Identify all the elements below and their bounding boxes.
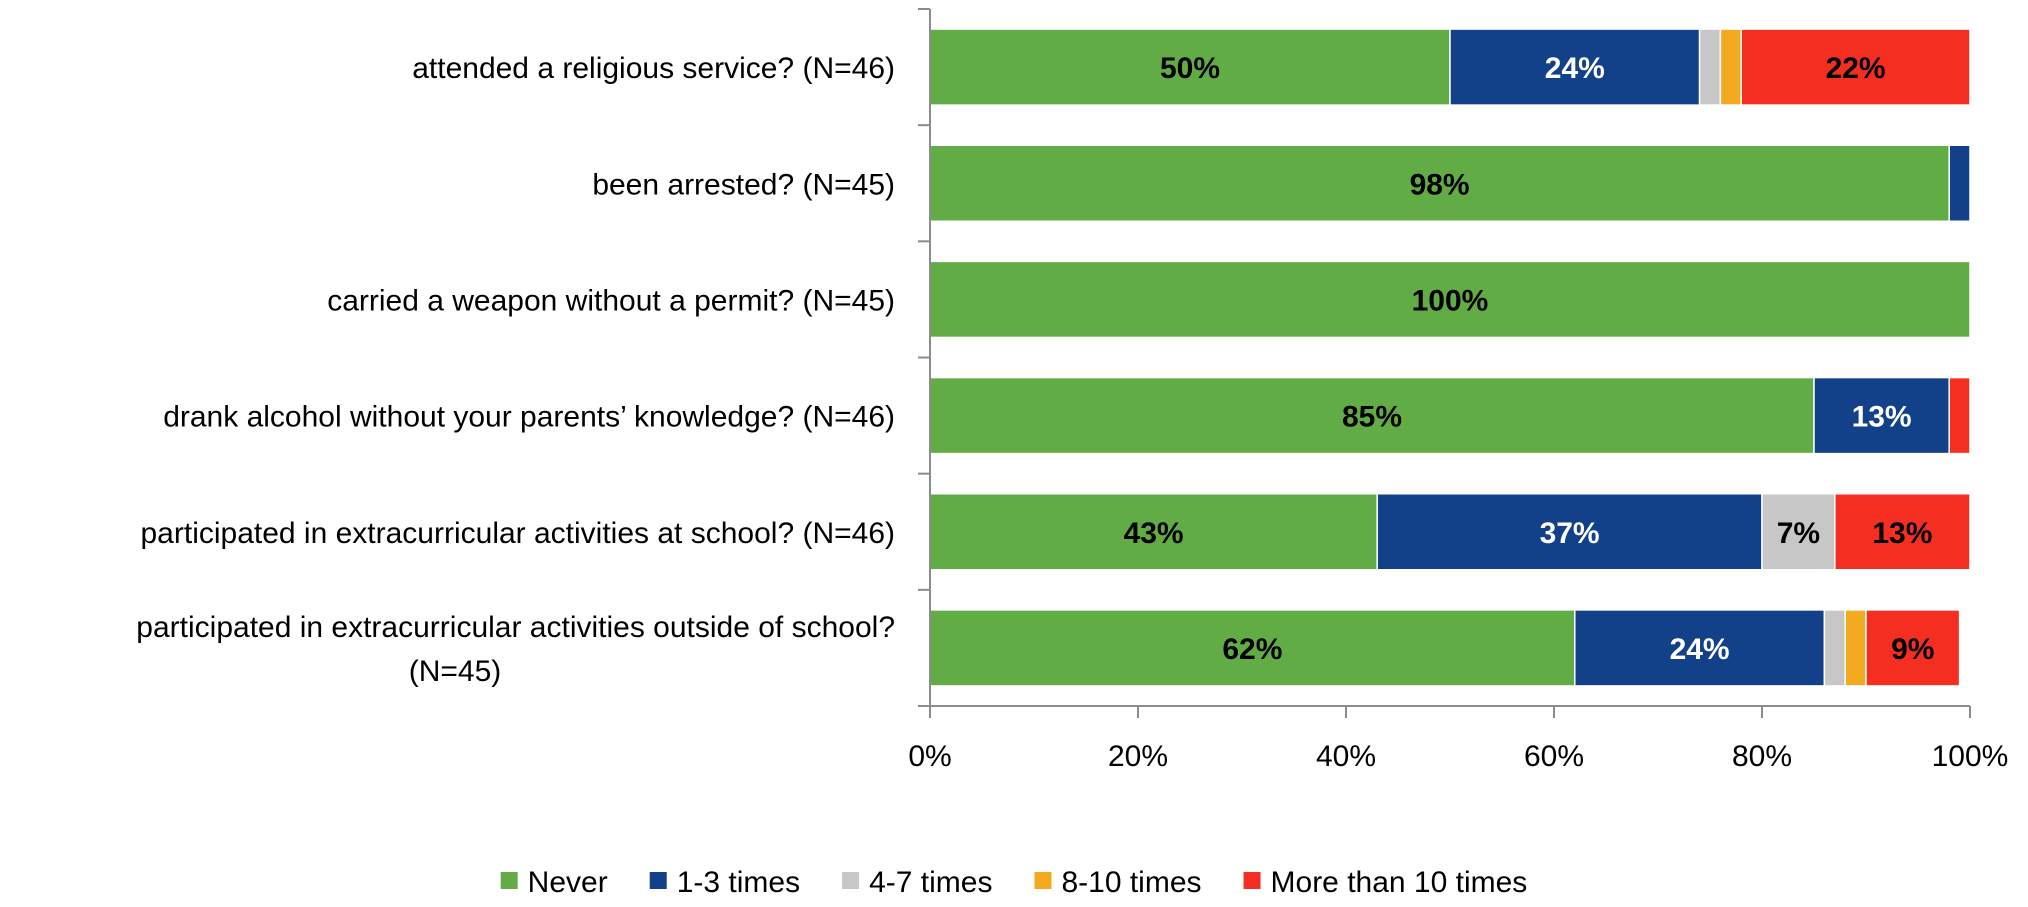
bar-segment xyxy=(1834,493,1971,571)
legend-swatch xyxy=(500,872,518,889)
category-label: drank alcohol without your parents’ know… xyxy=(163,401,895,434)
data-label: 85% xyxy=(1342,401,1402,434)
bar-segment xyxy=(1823,609,1846,687)
category-label: attended a religious service? (N=46) xyxy=(412,52,895,85)
bar-segment xyxy=(1574,609,1826,687)
legend-swatch xyxy=(649,872,667,889)
legend-label: Never xyxy=(528,866,608,899)
bar-segment xyxy=(929,260,1971,339)
data-labels-layer: 50% 24% 22% 98% 100% 85% 13% 43% 37% 7% 13% 62% 24% 9… xyxy=(1124,52,1935,666)
bar-segment xyxy=(1865,609,1961,687)
x-tick-label: 80% xyxy=(1732,740,1792,773)
category-label: participated in extracurricular activiti… xyxy=(136,611,895,644)
data-label: 7% xyxy=(1777,517,1820,550)
legend-swatch xyxy=(1243,872,1261,889)
x-tick-label: 60% xyxy=(1524,740,1584,773)
bar-segment xyxy=(1740,28,1971,106)
category-labels-layer: attended a religious service? (N=46) been… xyxy=(136,52,895,688)
x-tick-label: 0% xyxy=(908,740,951,773)
category-label: been arrested? (N=45) xyxy=(592,168,895,201)
data-label: 24% xyxy=(1545,52,1605,85)
data-label: 62% xyxy=(1222,633,1282,666)
bar-segment xyxy=(929,376,1815,455)
legend-label: 8-10 times xyxy=(1061,866,1201,899)
bar-segment xyxy=(929,609,1576,687)
bar-segment xyxy=(929,144,1950,222)
legend-swatch xyxy=(842,872,860,889)
bar-segment xyxy=(1719,28,1742,106)
category-label: carried a weapon without a permit? (N=45… xyxy=(327,284,895,317)
data-label: 13% xyxy=(1852,401,1912,434)
data-label: 37% xyxy=(1540,517,1600,550)
data-label: 24% xyxy=(1670,633,1730,666)
data-label: 13% xyxy=(1872,517,1932,550)
legend-swatch xyxy=(1034,872,1052,889)
data-label: 22% xyxy=(1826,52,1886,85)
legend: Never 1-3 times 4-7 times 8-10 times More th… xyxy=(500,866,1528,899)
x-tick-label: 100% xyxy=(1932,740,2009,773)
legend-label: 1-3 times xyxy=(677,866,800,899)
bar-segment xyxy=(1948,376,1971,455)
data-label: 43% xyxy=(1124,517,1184,550)
bar-segment xyxy=(1948,144,1971,222)
category-label: (N=45) xyxy=(409,655,502,688)
data-label: 98% xyxy=(1410,168,1470,201)
axes-layer: 0% 20% 40% 60% 80% 100% xyxy=(908,8,2009,773)
bar-segment xyxy=(1813,376,1950,455)
bar-segment xyxy=(1449,28,1701,106)
data-label: 100% xyxy=(1412,284,1489,317)
bar-segment xyxy=(929,28,1451,106)
bars-layer xyxy=(929,28,1971,687)
legend-label: More than 10 times xyxy=(1271,866,1528,899)
category-label: participated in extracurricular activiti… xyxy=(141,517,896,550)
data-label: 9% xyxy=(1891,633,1934,666)
bar-segment xyxy=(1698,28,1722,106)
x-tick-label: 20% xyxy=(1108,740,1168,773)
data-label: 50% xyxy=(1160,52,1220,85)
bar-segment xyxy=(1761,493,1836,571)
bar-segment xyxy=(1376,493,1763,571)
bar-segment xyxy=(1844,609,1867,687)
x-tick-label: 40% xyxy=(1316,740,1376,773)
legend-label: 4-7 times xyxy=(869,866,992,899)
